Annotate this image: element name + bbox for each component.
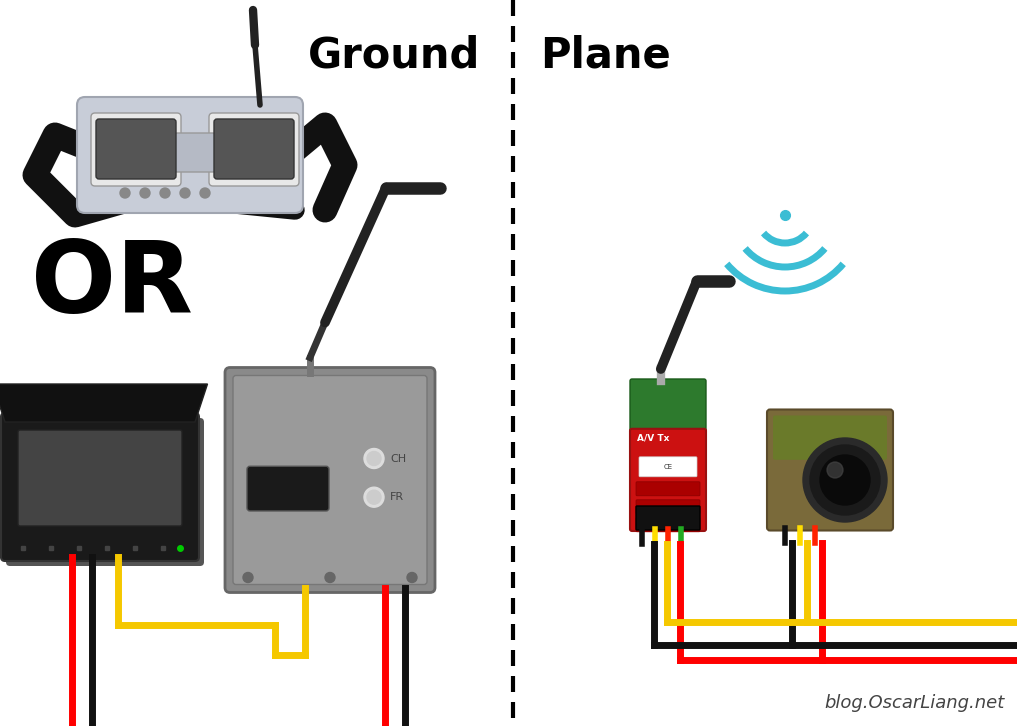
FancyBboxPatch shape bbox=[636, 499, 700, 514]
Circle shape bbox=[200, 188, 210, 198]
FancyBboxPatch shape bbox=[6, 418, 204, 566]
FancyBboxPatch shape bbox=[96, 119, 176, 179]
FancyBboxPatch shape bbox=[214, 119, 294, 179]
Circle shape bbox=[367, 452, 381, 465]
Circle shape bbox=[180, 188, 190, 198]
FancyBboxPatch shape bbox=[225, 367, 435, 592]
FancyBboxPatch shape bbox=[639, 457, 697, 477]
Text: FR: FR bbox=[390, 492, 404, 502]
Text: CH: CH bbox=[390, 454, 406, 463]
FancyBboxPatch shape bbox=[636, 482, 700, 496]
Text: OR: OR bbox=[32, 237, 193, 333]
Circle shape bbox=[810, 445, 880, 515]
FancyBboxPatch shape bbox=[210, 113, 299, 186]
FancyBboxPatch shape bbox=[773, 415, 887, 460]
Circle shape bbox=[407, 573, 417, 582]
FancyBboxPatch shape bbox=[91, 113, 181, 186]
Text: Ground: Ground bbox=[307, 35, 480, 77]
Text: blog.OscarLiang.net: blog.OscarLiang.net bbox=[825, 694, 1005, 712]
Text: Plane: Plane bbox=[540, 35, 671, 77]
FancyBboxPatch shape bbox=[18, 430, 182, 526]
Text: CE: CE bbox=[663, 464, 672, 470]
FancyBboxPatch shape bbox=[77, 97, 303, 213]
Circle shape bbox=[820, 455, 870, 505]
Circle shape bbox=[364, 487, 384, 507]
Circle shape bbox=[160, 188, 170, 198]
Circle shape bbox=[243, 573, 253, 582]
Circle shape bbox=[803, 438, 887, 522]
Circle shape bbox=[120, 188, 130, 198]
FancyBboxPatch shape bbox=[175, 133, 215, 172]
Polygon shape bbox=[0, 384, 207, 422]
Circle shape bbox=[827, 462, 843, 478]
FancyBboxPatch shape bbox=[630, 379, 706, 435]
Circle shape bbox=[364, 449, 384, 468]
FancyBboxPatch shape bbox=[247, 466, 330, 511]
FancyBboxPatch shape bbox=[636, 506, 700, 530]
FancyBboxPatch shape bbox=[636, 518, 700, 532]
Text: A/V Tx: A/V Tx bbox=[637, 434, 669, 443]
Circle shape bbox=[140, 188, 149, 198]
Circle shape bbox=[325, 573, 335, 582]
FancyBboxPatch shape bbox=[767, 409, 893, 531]
Circle shape bbox=[367, 490, 381, 504]
FancyBboxPatch shape bbox=[630, 429, 706, 531]
FancyBboxPatch shape bbox=[233, 375, 427, 584]
FancyBboxPatch shape bbox=[1, 413, 199, 561]
